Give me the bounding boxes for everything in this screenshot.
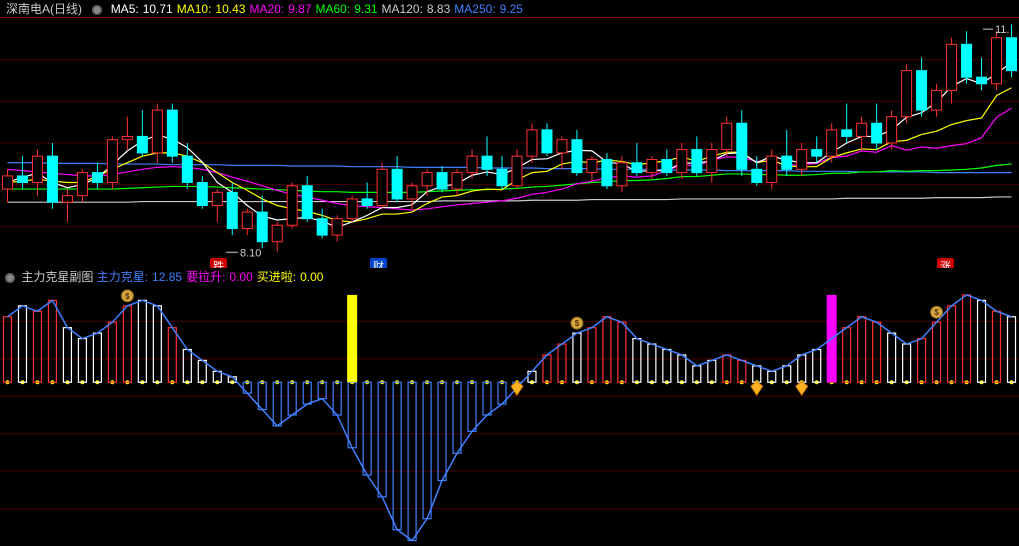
main-candlestick-chart[interactable]: 8.1011. 跌财涨 [0,18,1019,268]
ma-label: MA250: [454,2,495,16]
svg-text:8.10: 8.10 [240,247,261,259]
ma-label: 8.83 [427,2,450,16]
sub-label: 12.85 [152,270,182,284]
sub-label: 0.00 [300,270,323,284]
gear-icon[interactable] [4,272,16,284]
ma-labels: MA5: 10.71 MA10:10.43 MA20: 9.87 MA60:9.31 MA1… [111,2,527,16]
sub-labels: 主力克星: 12.85 要拉升: 0.00 买进啦: 0.00 [97,270,328,284]
sub-label: 买进啦: [257,270,296,284]
ma-label: MA10: [177,2,212,16]
app-root: 深南电A(日线) MA5: 10.71 MA10:10.43 MA20: 9.87 MA6… [0,0,1019,546]
svg-text:11.: 11. [995,24,1009,36]
ma-label: 9.87 [288,2,311,16]
main-chart-header: 深南电A(日线) MA5: 10.71 MA10:10.43 MA20: 9.87 MA6… [0,0,1019,18]
ma-label: 9.31 [354,2,377,16]
ma-label: MA120: [382,2,423,16]
ma-label: MA60: [316,2,351,16]
gear-icon[interactable] [91,4,103,16]
ma-label: MA5: [111,2,139,16]
sub-title: 主力克星副图 [21,270,93,284]
ma-label: MA20: [249,2,284,16]
ma-label: 9.25 [500,2,523,16]
sub-label: 0.00 [229,270,252,284]
sub-label: 主力克星: [97,270,148,284]
sub-indicator-chart[interactable]: $ $ $ [0,284,1019,546]
svg-text:$: $ [934,308,939,317]
sub-label: 要拉升: [186,270,225,284]
symbol-name: 深南电A(日线) [6,2,82,16]
sub-chart-header: 主力克星副图 主力克星: 12.85 要拉升: 0.00 买进啦: 0.00 [0,268,1019,284]
ma-label: 10.43 [215,2,245,16]
ma-label: 10.71 [143,2,173,16]
svg-text:$: $ [575,319,580,328]
svg-text:$: $ [125,292,130,301]
